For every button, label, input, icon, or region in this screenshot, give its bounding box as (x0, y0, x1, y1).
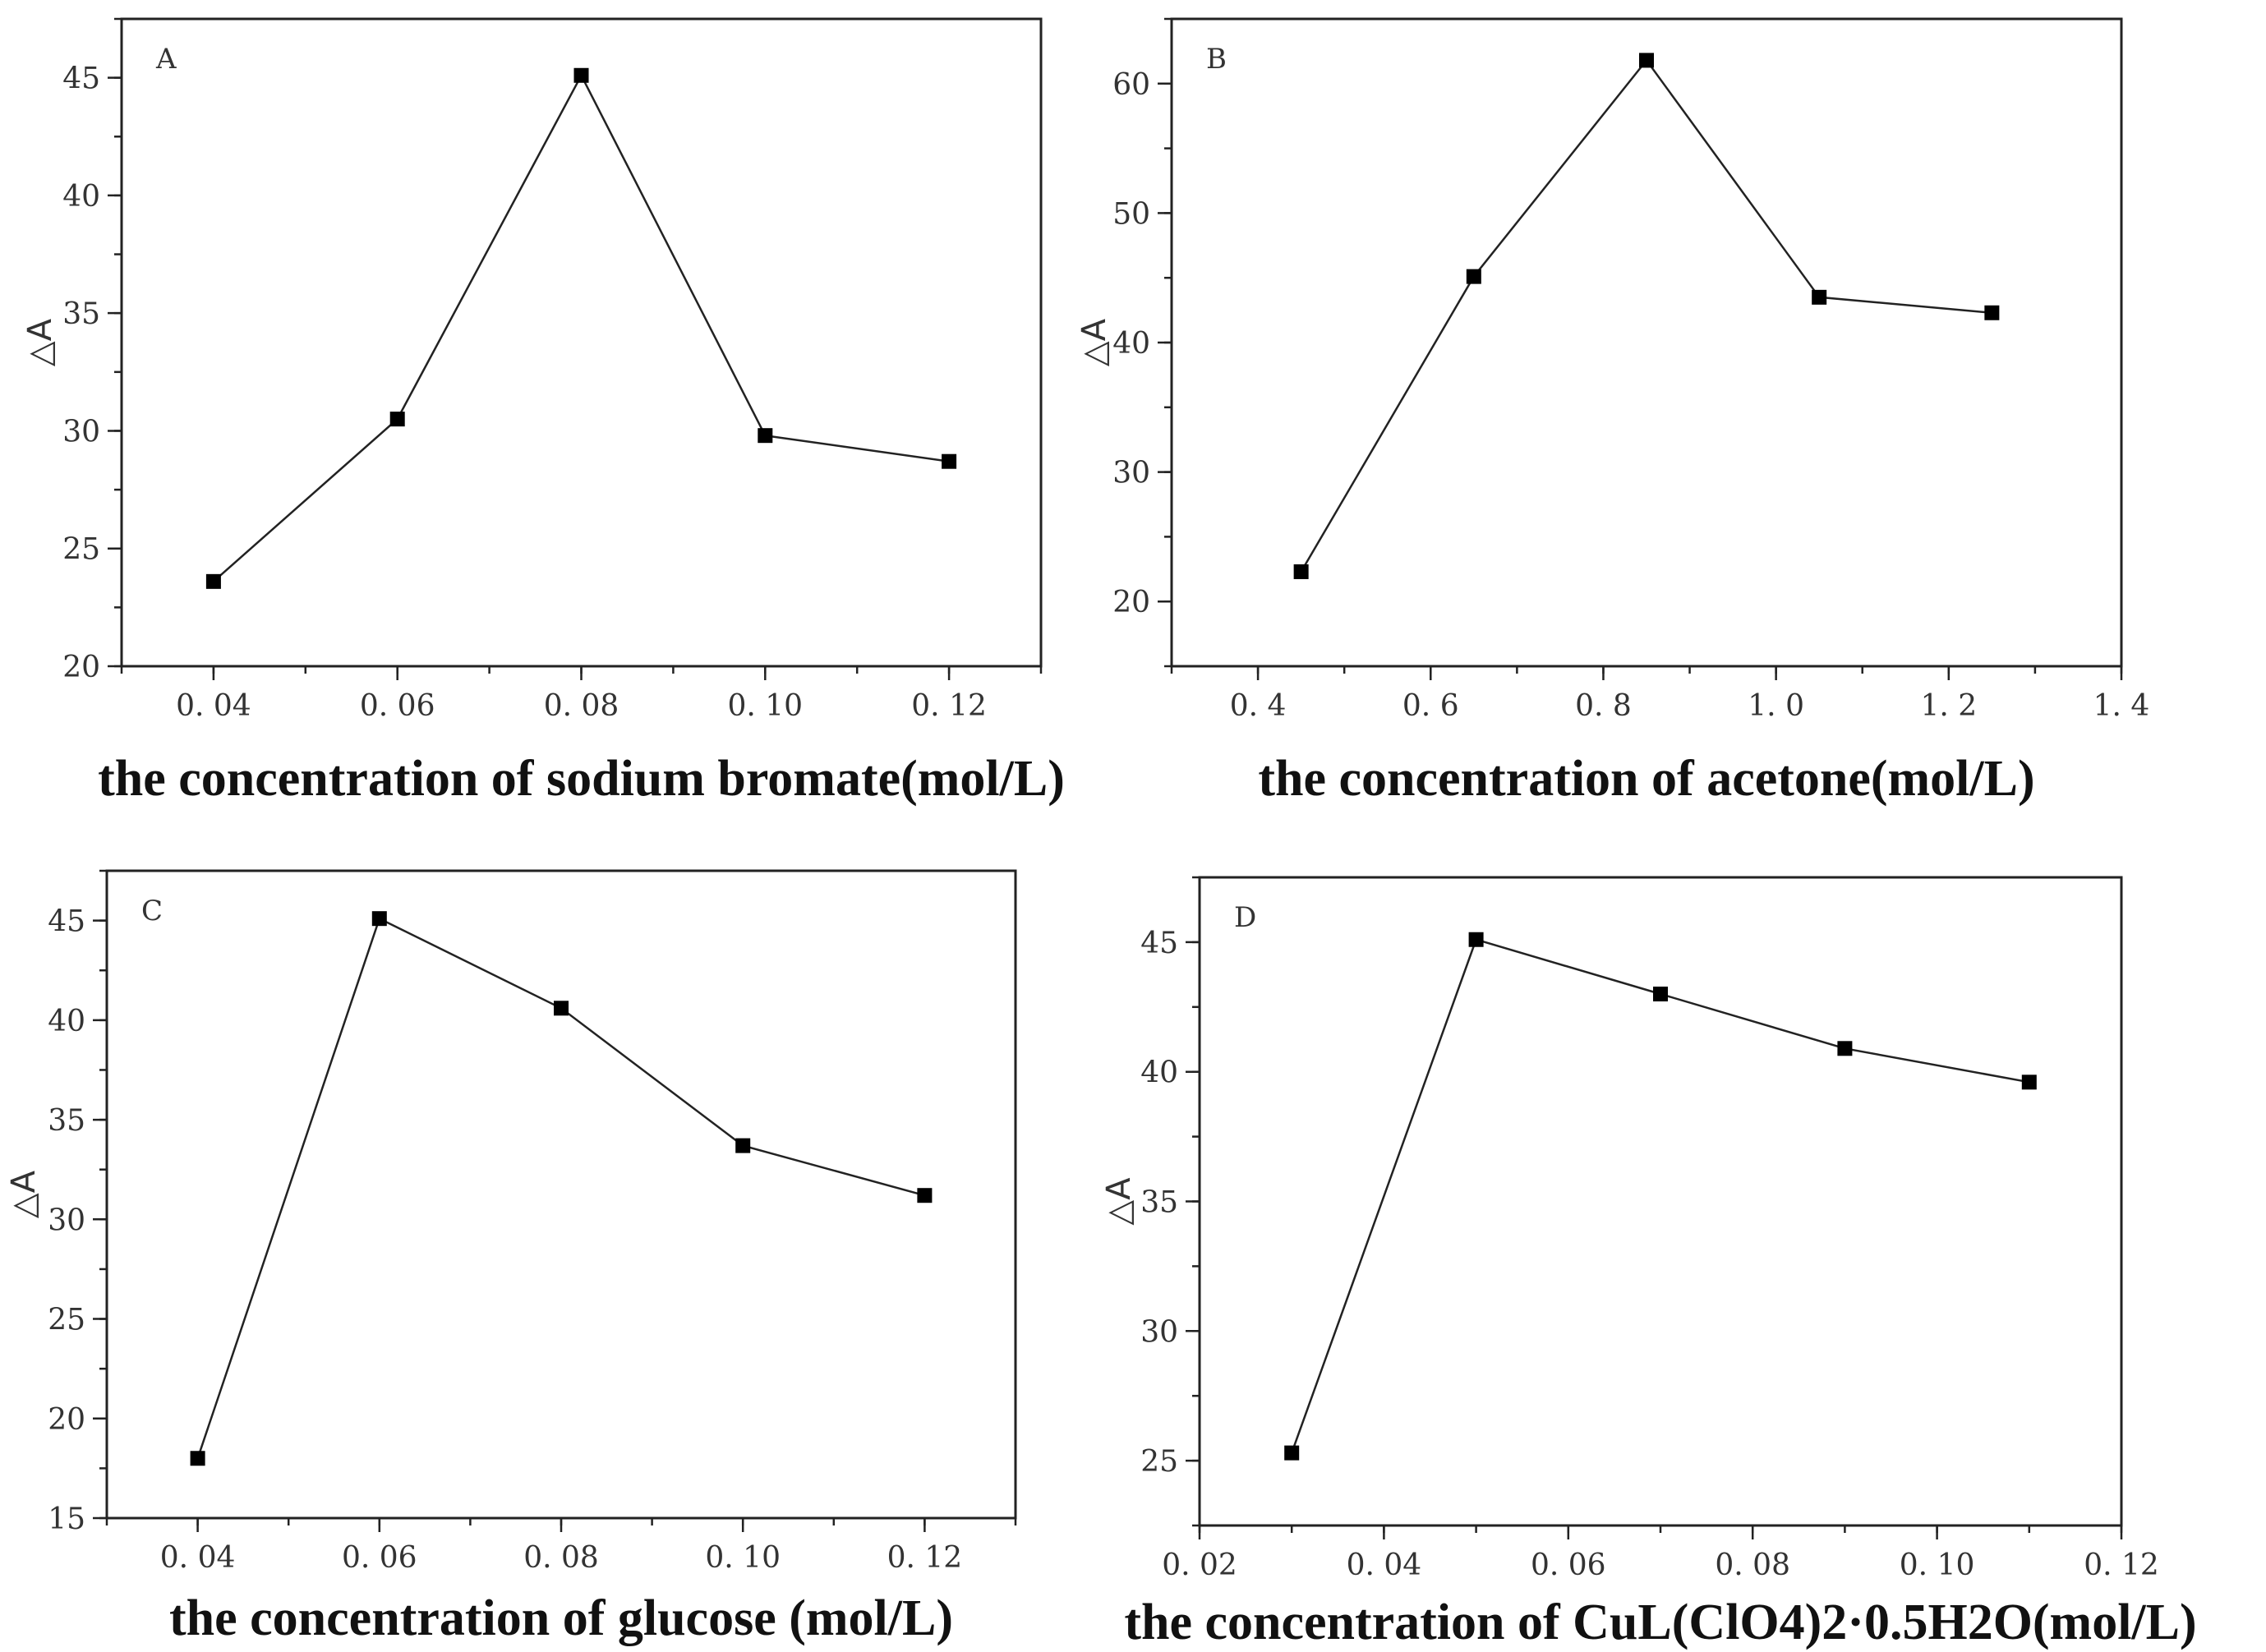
chart-3-series-0-point-4 (2021, 1074, 2037, 1090)
chart-2-series-0-point-2 (554, 1001, 569, 1016)
chart-0-y-tick-label: 35 (62, 297, 100, 331)
chart-1-y-tick-label: 60 (1112, 68, 1150, 102)
chart-3-x-tick-label: 0. 06 (1531, 1548, 1606, 1582)
chart-1-x-tick-label: 0. 6 (1402, 689, 1459, 723)
chart-2-panel-label: C (141, 895, 163, 927)
chart-0-y-tick-label: 30 (62, 415, 100, 449)
chart-3-x-axis-label: the concentration of CuL(ClO4)2·0.5H2O(m… (1124, 1594, 2196, 1650)
chart-1-panel-label: B (1206, 43, 1227, 76)
chart-2-x-tick-label: 0. 12 (887, 1541, 963, 1575)
chart-0-x-tick-label: 0. 06 (360, 689, 435, 723)
panel-b: 0. 4 0. 6 0. 8 1. 0 1. 2 1. 4 20 30 40 50 60 B △A the… (1075, 17, 2150, 807)
chart-0-series-0-point-2 (573, 67, 589, 83)
chart-0-series-0-point-4 (942, 453, 957, 469)
chart-3-series-0-point-3 (1837, 1041, 1853, 1056)
chart-2-x-axis-label: the concentration of glucose (mol/L) (169, 1590, 953, 1646)
chart-1-x-tick-label: 0. 8 (1575, 689, 1632, 723)
chart-0-series-0-point-0 (205, 573, 221, 589)
chart-2-series-0-point-1 (371, 911, 387, 927)
chart-0-plot-frame (120, 17, 1043, 668)
chart-3-x-tick-label: 0. 12 (2084, 1548, 2159, 1582)
chart-0-y-tick-label: 20 (62, 651, 100, 684)
chart-2-y-tick-label: 20 (48, 1403, 85, 1437)
chart-2-y-tick-label: 35 (48, 1104, 85, 1138)
chart-1-y-tick-label: 30 (1112, 457, 1150, 490)
chart-2-y-axis-label: △A (5, 1170, 43, 1218)
chart-2-plot-frame (105, 869, 1017, 1520)
chart-0-y-tick-label: 40 (62, 180, 100, 214)
chart-2-x-tick-label: 0. 04 (160, 1541, 236, 1575)
chart-0-x-tick-label: 0. 10 (727, 689, 803, 723)
chart-3-y-tick-label: 25 (1140, 1445, 1178, 1479)
chart-1-x-tick-label: 1. 0 (1748, 689, 1804, 723)
panel-a: 0. 04 0. 06 0. 08 0. 10 0. 12 20 25 30 35 40 45 A △A… (21, 17, 1065, 807)
chart-3-panel-label: D (1234, 901, 1256, 934)
panel-d: 0. 02 0. 04 0. 06 0. 08 0. 10 0. 12 25 30 35 40 45… (1100, 876, 2197, 1650)
chart-0-series-0-point-1 (389, 412, 405, 427)
chart-2-x-tick-label: 0. 10 (705, 1541, 781, 1575)
chart-0-panel-label: A (155, 43, 177, 76)
chart-1-y-tick-label: 20 (1112, 586, 1150, 619)
chart-3-x-tick-label: 0. 08 (1715, 1548, 1790, 1582)
chart-3-x-tick-label: 0. 04 (1347, 1548, 1422, 1582)
chart-0-series-0-point-3 (758, 428, 773, 444)
chart-2-series-0-line (196, 917, 925, 1459)
chart-3-x-tick-label: 0. 02 (1162, 1548, 1237, 1582)
chart-1-series-0-point-3 (1812, 289, 1827, 305)
chart-0-y-axis-label: △A (21, 318, 59, 366)
chart-2-y-tick-label: 40 (48, 1005, 85, 1038)
chart-1-x-tick-label: 0. 4 (1230, 689, 1287, 723)
chart-3-y-tick-label: 30 (1140, 1315, 1178, 1349)
chart-3-x-tick-label: 0. 10 (1900, 1548, 1975, 1582)
chart-2-x-tick-label: 0. 08 (523, 1541, 599, 1575)
chart-1-plot-frame (1170, 17, 2123, 668)
chart-0-y-tick-label: 45 (62, 62, 100, 96)
chart-2-series-0-point-4 (917, 1188, 933, 1203)
chart-3-y-tick-label: 45 (1140, 927, 1178, 960)
chart-1-y-axis-label: △A (1075, 318, 1113, 366)
chart-1-series-0-line (1300, 58, 1992, 573)
chart-2-x-tick-label: 0. 06 (342, 1541, 417, 1575)
chart-1-y-tick-label: 50 (1112, 197, 1150, 231)
chart-1-x-tick-label: 1. 2 (1920, 689, 1977, 723)
chart-0-x-tick-label: 0. 04 (176, 689, 251, 723)
chart-3-series-0-line (1291, 938, 2030, 1454)
chart-3-y-tick-label: 35 (1140, 1186, 1178, 1220)
chart-3-series-0-point-0 (1284, 1445, 1300, 1461)
chart-0-series-0-line (213, 73, 950, 582)
chart-1-series-0-point-2 (1639, 53, 1654, 68)
chart-1-x-axis-label: the concentration of acetone(mol/L) (1258, 751, 2034, 807)
chart-2-y-tick-label: 25 (48, 1304, 85, 1337)
chart-2-y-tick-label: 30 (48, 1203, 85, 1237)
chart-2-series-0-point-3 (735, 1138, 751, 1153)
chart-3-series-0-point-1 (1468, 932, 1484, 947)
chart-1-x-tick-label: 1. 4 (2093, 689, 2150, 723)
chart-2-series-0-point-0 (190, 1451, 205, 1466)
chart-0-x-axis-label: the concentration of sodium bromate(mol/… (98, 751, 1065, 807)
chart-3-plot-frame (1198, 876, 2123, 1527)
panel-c: 0. 04 0. 06 0. 08 0. 10 0. 12 15 20 25 30 35 40 45 C… (5, 869, 1017, 1646)
chart-0-x-tick-label: 0. 12 (911, 689, 987, 723)
chart-1-series-0-point-0 (1293, 564, 1309, 579)
chart-1-series-0-point-4 (1984, 305, 2000, 320)
chart-2-y-tick-label: 45 (48, 905, 85, 939)
chart-0-y-tick-label: 25 (62, 533, 100, 567)
chart-1-series-0-point-1 (1466, 269, 1481, 284)
chart-2-y-tick-label: 15 (48, 1502, 85, 1536)
chart-1-y-tick-label: 40 (1112, 327, 1150, 361)
chart-3-series-0-point-2 (1653, 987, 1668, 1002)
chart-0-x-tick-label: 0. 08 (544, 689, 619, 723)
chart-3-y-axis-label: △A (1100, 1177, 1138, 1226)
chart-3-y-tick-label: 40 (1140, 1056, 1178, 1090)
